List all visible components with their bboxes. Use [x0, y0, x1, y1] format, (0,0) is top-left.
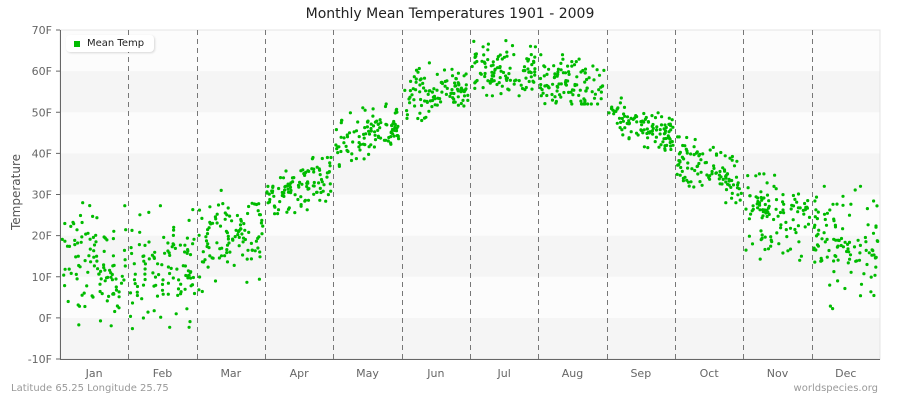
- month-dividers: [128, 30, 813, 359]
- x-tick-label: Sep: [630, 367, 651, 380]
- y-axis-label: Temperature: [9, 154, 23, 231]
- x-tick-label: Apr: [290, 367, 310, 380]
- y-tick-label: 10F: [32, 271, 52, 284]
- legend-label: Mean Temp: [87, 38, 145, 49]
- location-caption: Latitude 65.25 Longitude 25.75: [11, 383, 169, 394]
- x-tick-label: Jul: [497, 367, 511, 380]
- x-tick-label: Jun: [426, 367, 444, 380]
- y-tick-label: -10F: [28, 353, 52, 366]
- chart-title: Monthly Mean Temperatures 1901 - 2009: [305, 6, 595, 22]
- x-tick-label: Jan: [85, 367, 103, 380]
- y-tick-label: 20F: [32, 230, 52, 243]
- axes: -10F 0F 10F 20F 30F 40F 50F 60F 70F Jan Feb Mar Apr M…: [28, 24, 880, 380]
- x-tick-label: Mar: [220, 367, 241, 380]
- x-tick-label: Nov: [767, 367, 789, 380]
- x-tick-label: Aug: [562, 367, 583, 380]
- x-tick-label: Dec: [835, 367, 856, 380]
- legend-swatch-icon: [74, 40, 80, 47]
- data-points: [60, 39, 880, 331]
- y-tick-label: 60F: [32, 65, 52, 78]
- legend: Mean Temp: [66, 35, 155, 52]
- x-tick-label: Oct: [700, 367, 720, 380]
- y-tick-label: 0F: [39, 312, 52, 325]
- x-tick-label: May: [356, 367, 379, 380]
- y-tick-label: 70F: [32, 24, 52, 37]
- y-tick-label: 30F: [32, 189, 52, 202]
- source-credit: worldspecies.org: [793, 383, 878, 394]
- x-tick-label: Feb: [153, 367, 172, 380]
- y-tick-label: 50F: [32, 106, 52, 119]
- y-tick-label: 40F: [32, 147, 52, 160]
